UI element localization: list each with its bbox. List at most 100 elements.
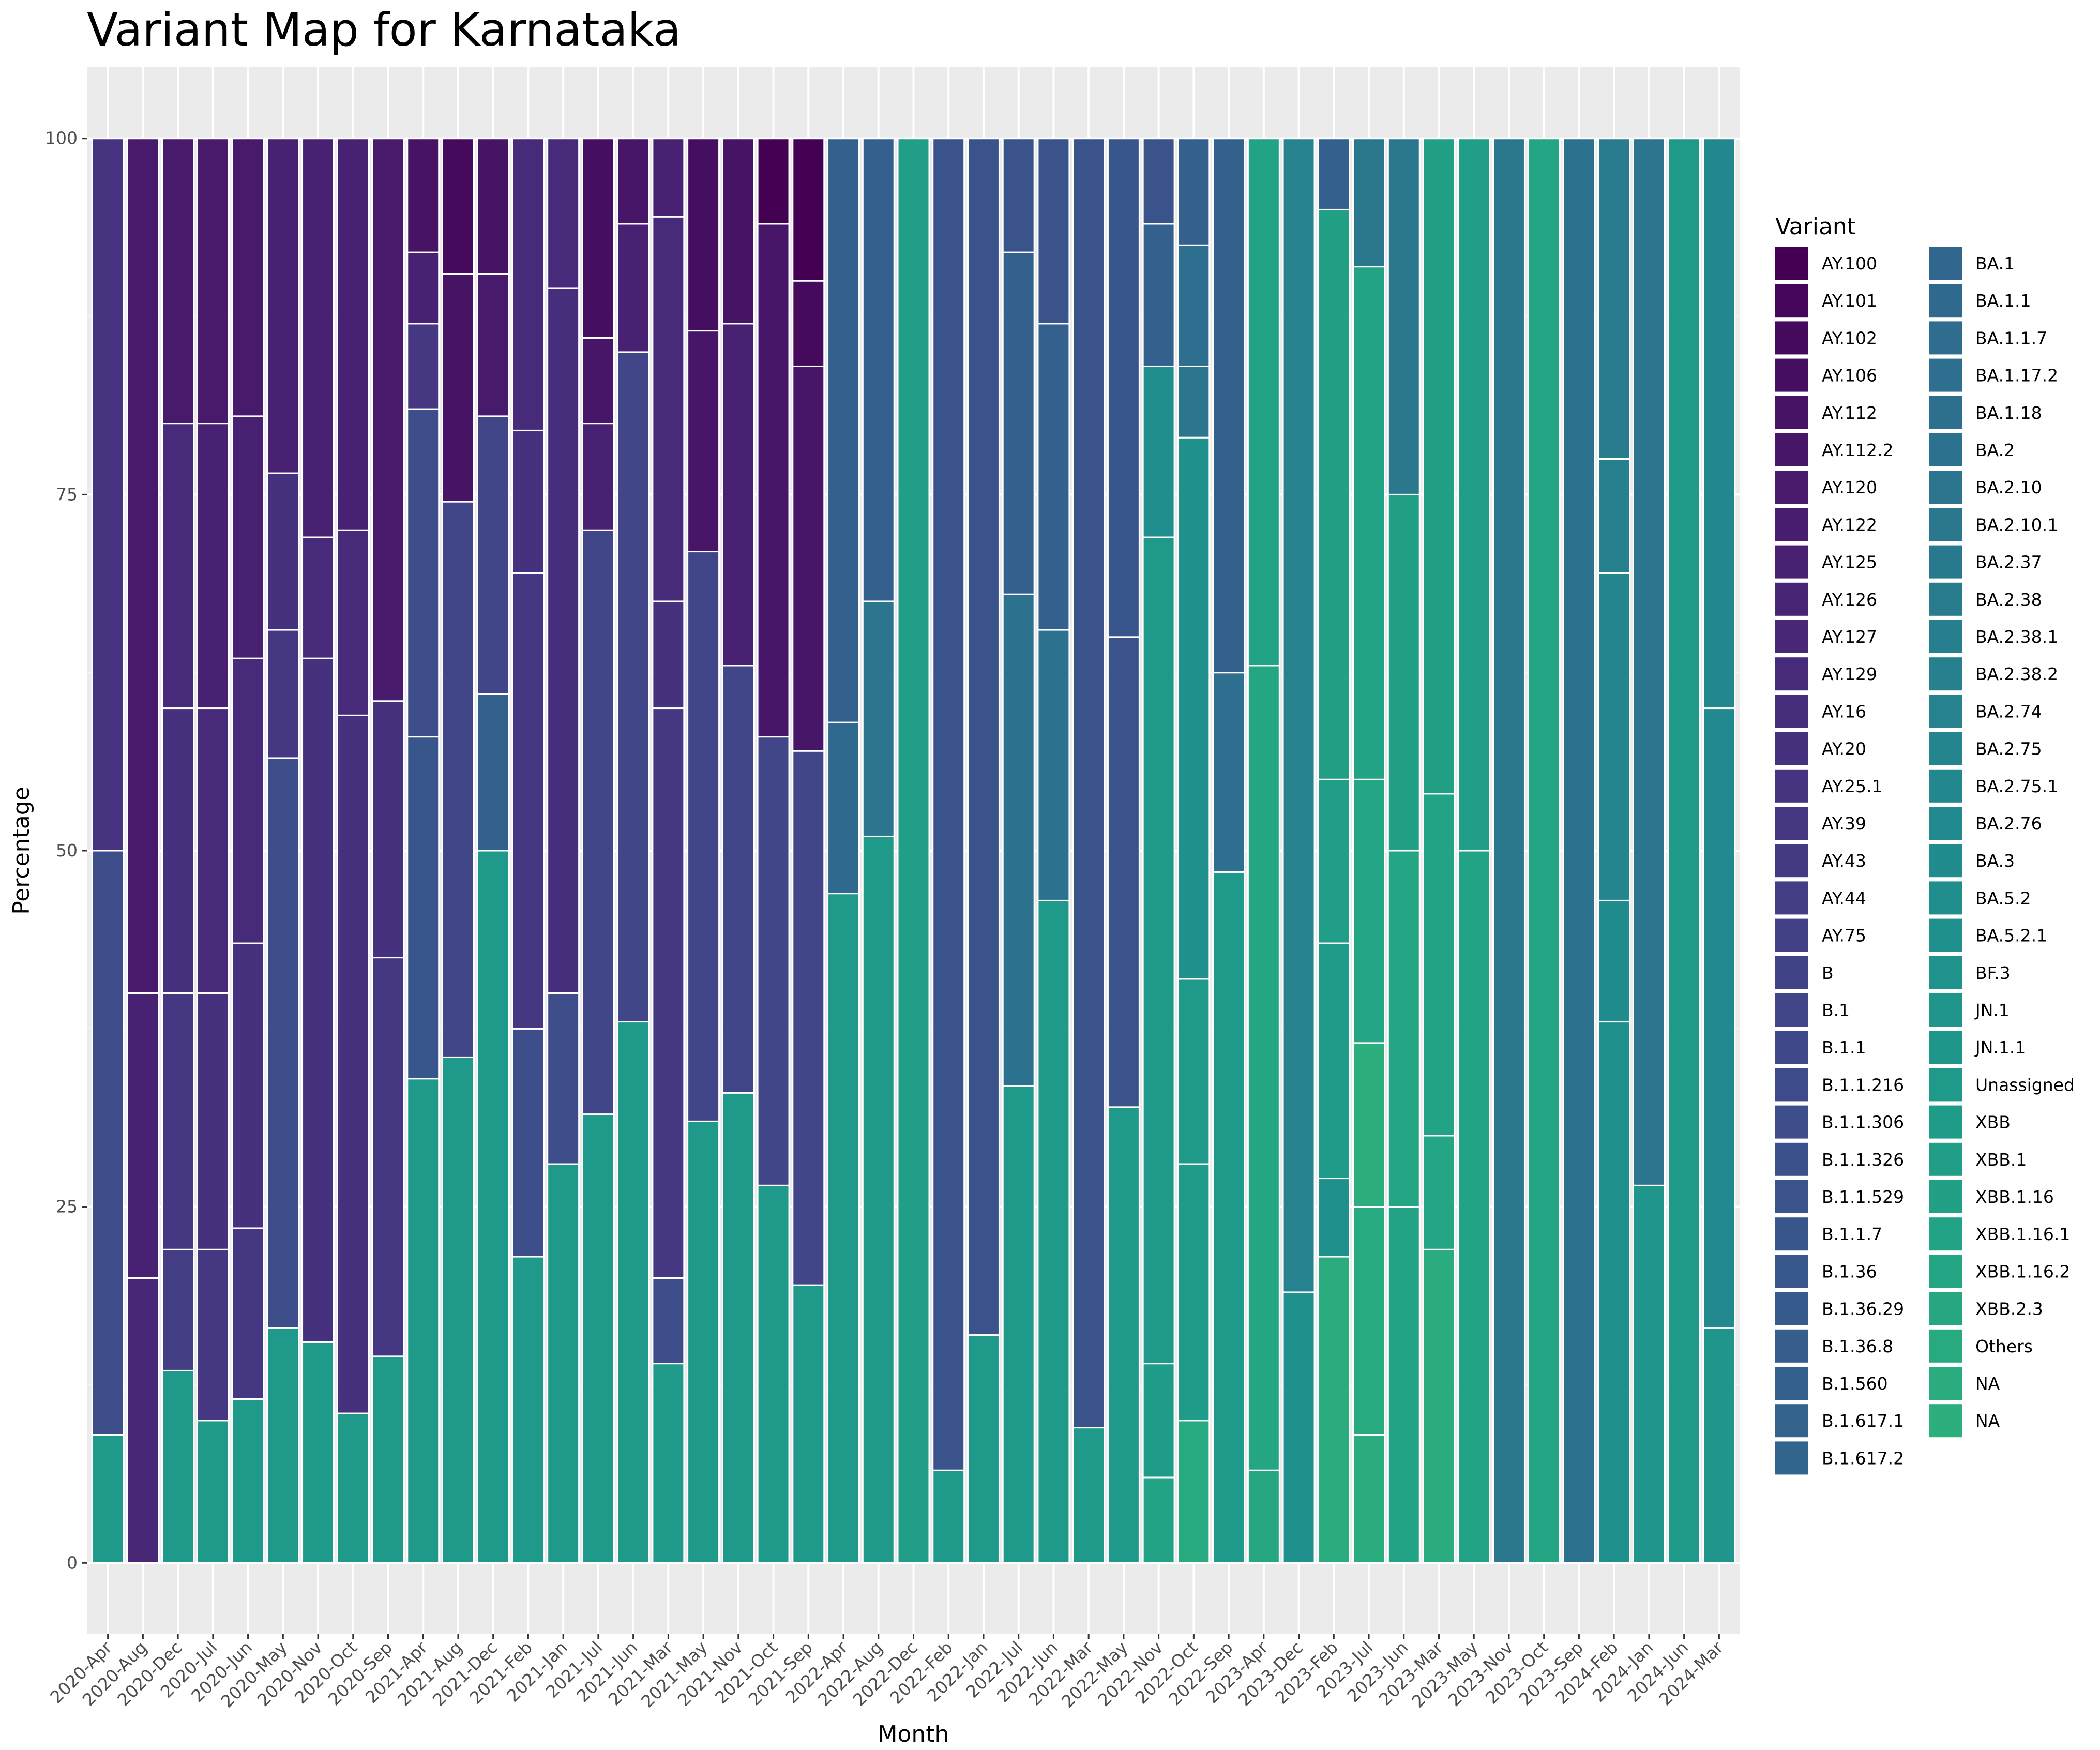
bar-segment <box>1177 1163 1211 1422</box>
bar-segment <box>1212 672 1246 873</box>
legend-label: BA.2.76 <box>1975 813 2042 834</box>
bar-segment <box>721 323 755 667</box>
legend-label: BA.2.74 <box>1975 701 2042 721</box>
bar-segment <box>476 273 510 417</box>
bar-segment <box>757 223 790 738</box>
bar-segment <box>511 138 545 431</box>
bar-segment <box>1107 636 1140 1108</box>
bar-segment <box>371 957 405 1357</box>
legend-key <box>1929 1329 1962 1363</box>
bar-segment <box>687 138 720 332</box>
legend-key <box>1775 769 1808 803</box>
bar-segment <box>1282 138 1316 1293</box>
bar-segment <box>196 1248 230 1422</box>
bar-segment <box>721 665 755 1094</box>
legend-label: B.1.1.326 <box>1822 1150 1904 1170</box>
bar-segment <box>1177 138 1211 246</box>
legend-key <box>1929 993 1962 1027</box>
bar-segment <box>1177 244 1211 367</box>
bar-segment <box>581 529 615 1115</box>
bar-segment <box>616 351 650 1023</box>
bar-segment <box>301 138 335 538</box>
legend-label: AY.102 <box>1822 328 1877 348</box>
legend-label: B.1.1.216 <box>1822 1075 1904 1095</box>
bar-segment <box>196 423 230 710</box>
bar-segment <box>231 1227 265 1400</box>
legend-key <box>1775 1367 1808 1400</box>
bar-segment <box>266 472 300 631</box>
bar-segment <box>581 138 615 339</box>
bar-segment <box>652 138 685 218</box>
bar-segment <box>1702 707 1736 1329</box>
bar-segment <box>1037 323 1070 631</box>
bar-segment <box>1632 1184 1666 1564</box>
chart-title: Variant Map for Karnataka <box>87 3 681 56</box>
legend-label: AY.126 <box>1822 590 1877 610</box>
bar-segment <box>161 138 195 425</box>
bar-segment <box>266 138 300 474</box>
bar-segment <box>441 501 475 1058</box>
bar-segment <box>616 223 650 353</box>
bar-segment <box>792 280 825 367</box>
bar-segment <box>511 1256 545 1564</box>
bars <box>91 138 1736 1564</box>
bar-segment <box>1597 572 1631 901</box>
legend-key <box>1775 881 1808 915</box>
bar-segment <box>1492 138 1525 1564</box>
bar-segment <box>932 138 965 1471</box>
bar-segment <box>476 850 510 1564</box>
bar-segment <box>827 721 860 895</box>
bar-segment <box>1142 138 1175 225</box>
bar-segment <box>161 423 195 710</box>
y-axis-title: Percentage <box>8 787 35 915</box>
y-tick-label: 50 <box>56 840 78 861</box>
legend-key <box>1929 1068 1962 1102</box>
legend-label: B.1.36.29 <box>1822 1299 1904 1319</box>
bar-segment <box>547 1163 580 1564</box>
bar-segment <box>792 138 825 282</box>
bar-segment <box>1597 899 1631 1023</box>
legend-label: AY.112.2 <box>1822 440 1893 460</box>
legend-key <box>1775 508 1808 541</box>
bar-segment <box>336 1412 370 1564</box>
bar-segment <box>231 942 265 1229</box>
legend-key <box>1775 1031 1808 1064</box>
legend-label: JN.1.1 <box>1974 1037 2026 1058</box>
bar-segment <box>792 365 825 752</box>
bar-segment <box>1352 1206 1386 1436</box>
legend-key <box>1929 1180 1962 1213</box>
legend-key <box>1775 358 1808 392</box>
legend-label: B.1.36 <box>1822 1261 1877 1281</box>
legend-key <box>1775 247 1808 280</box>
legend-key <box>1929 247 1962 280</box>
legend-label: B.1.1.7 <box>1822 1224 1882 1244</box>
legend-key <box>1929 1217 1962 1251</box>
legend-label: AY.112 <box>1822 403 1877 423</box>
legend-label: BA.1.17.2 <box>1975 366 2058 386</box>
bar-segment <box>547 138 580 289</box>
legend-label: XBB <box>1975 1112 2011 1133</box>
legend-label: B.1.1.529 <box>1822 1187 1904 1207</box>
bar-segment <box>1562 138 1596 1564</box>
bar-segment <box>581 337 615 425</box>
legend-key <box>1775 582 1808 616</box>
bar-segment <box>1352 266 1386 780</box>
legend-title: Variant <box>1775 214 1856 240</box>
y-tick-label: 75 <box>56 484 78 504</box>
y-tick-label: 0 <box>67 1552 78 1573</box>
legend-label: AY.20 <box>1822 739 1866 759</box>
bar-segment <box>687 330 720 553</box>
bar-segment <box>196 138 230 425</box>
bar-segment <box>1387 850 1421 1208</box>
bar-segment <box>406 1078 440 1564</box>
legend-label: B <box>1822 963 1834 983</box>
legend-key <box>1929 471 1962 504</box>
legend-label: BA.1.18 <box>1975 403 2042 423</box>
legend-label: AY.39 <box>1822 813 1866 834</box>
bar-segment <box>126 1277 160 1564</box>
bar-segment <box>1072 1427 1106 1564</box>
legend-label: AY.100 <box>1822 253 1877 274</box>
legend-key <box>1775 918 1808 952</box>
bar-segment <box>1317 1256 1351 1564</box>
legend-key <box>1929 1292 1962 1325</box>
